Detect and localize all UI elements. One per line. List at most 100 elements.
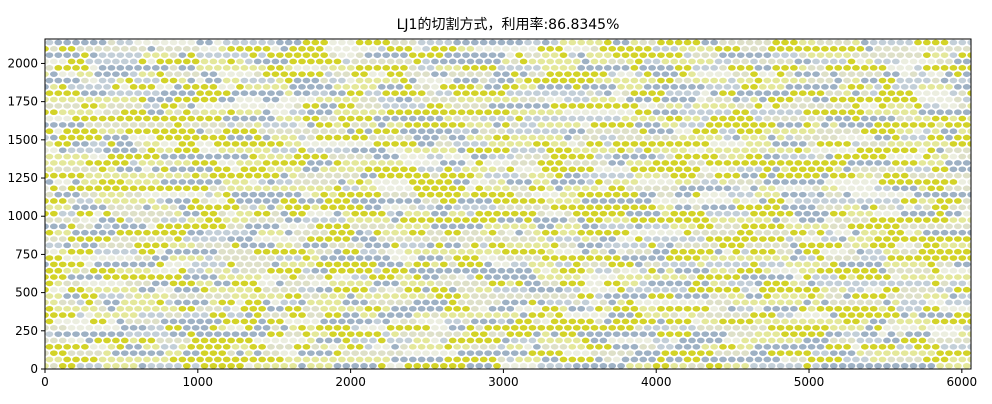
cut-piece-mark <box>630 103 639 109</box>
cut-piece-mark <box>200 363 209 369</box>
cut-piece-mark <box>377 236 386 242</box>
cut-piece-mark <box>493 236 501 242</box>
cut-piece-mark <box>289 274 298 280</box>
cut-piece-mark <box>546 324 555 331</box>
cut-piece-mark <box>165 172 173 179</box>
cut-piece-mark <box>648 331 656 337</box>
cut-piece-mark <box>936 286 944 293</box>
cut-piece-mark <box>781 280 789 287</box>
cut-piece-mark <box>165 286 173 293</box>
cut-piece-mark <box>231 305 240 312</box>
cut-piece-mark <box>391 267 399 274</box>
cut-piece-mark <box>812 312 820 318</box>
cut-piece-mark <box>519 109 528 116</box>
cut-piece-mark <box>275 166 284 173</box>
cut-piece-mark <box>865 185 874 192</box>
cut-piece-mark <box>829 160 838 166</box>
cut-piece-mark <box>843 318 851 325</box>
cut-piece-mark <box>821 185 829 192</box>
cut-piece-mark <box>103 363 111 369</box>
cut-piece-mark <box>745 356 754 363</box>
cut-piece-mark <box>138 312 147 318</box>
cut-piece-mark <box>874 324 882 331</box>
cut-piece-mark <box>865 350 874 356</box>
cut-piece-mark <box>528 84 537 90</box>
cut-piece-mark <box>657 77 665 84</box>
cut-piece-mark <box>346 77 355 84</box>
cut-piece-mark <box>643 312 652 318</box>
cut-piece-mark <box>227 261 235 268</box>
cut-piece-mark <box>745 128 754 135</box>
cut-piece-mark <box>462 141 470 147</box>
cut-piece-mark <box>794 134 803 141</box>
cut-piece-mark <box>289 84 298 90</box>
cut-piece-mark <box>772 128 781 135</box>
cut-piece-mark <box>510 236 519 242</box>
cut-piece-mark <box>196 217 204 223</box>
cut-piece-mark <box>302 343 311 350</box>
cut-piece-mark <box>338 331 346 337</box>
cut-piece-mark <box>652 223 661 230</box>
cut-piece-mark <box>49 96 58 103</box>
cut-piece-mark <box>914 166 922 173</box>
cut-piece-mark <box>816 141 825 147</box>
cut-piece-mark <box>258 90 267 97</box>
cut-piece-mark <box>89 191 98 198</box>
cut-piece-mark <box>160 65 169 71</box>
cut-piece-mark <box>89 343 98 350</box>
cut-piece-mark <box>785 261 794 268</box>
cut-piece-mark <box>798 77 807 84</box>
cut-piece-mark <box>435 103 444 109</box>
cut-piece-mark <box>391 153 399 160</box>
cut-piece-mark <box>320 305 329 312</box>
cut-piece-mark <box>112 160 120 166</box>
cut-piece-mark <box>329 356 337 363</box>
cut-piece-mark <box>515 229 524 236</box>
cut-piece-mark <box>603 217 612 223</box>
cut-piece-mark <box>834 153 843 160</box>
cut-piece-mark <box>555 248 563 255</box>
cut-piece-mark <box>293 318 302 325</box>
cut-piece-mark <box>555 109 563 116</box>
cut-piece-mark <box>945 109 953 116</box>
cut-piece-mark <box>918 147 927 154</box>
cut-piece-mark <box>72 153 80 160</box>
cut-piece-mark <box>382 305 391 312</box>
cut-piece-mark <box>719 305 727 312</box>
cut-piece-mark <box>515 255 524 261</box>
cut-piece-mark <box>750 210 758 217</box>
cut-piece-mark <box>661 350 670 356</box>
cut-piece-mark <box>45 128 54 135</box>
cut-piece-mark <box>470 331 479 337</box>
cut-piece-mark <box>103 96 111 103</box>
cut-piece-mark <box>506 331 515 337</box>
cut-piece-mark <box>275 229 284 236</box>
cut-piece-mark <box>772 90 781 97</box>
cut-piece-mark <box>652 185 661 192</box>
cut-piece-mark <box>98 217 107 223</box>
cut-piece-mark <box>351 96 360 103</box>
cut-piece-mark <box>444 343 453 350</box>
cut-piece-mark <box>838 210 847 217</box>
cut-piece-mark <box>874 84 882 90</box>
cut-piece-mark <box>462 179 470 185</box>
cut-piece-mark <box>200 223 209 230</box>
cut-piece-mark <box>781 128 789 135</box>
cut-piece-mark <box>705 84 714 90</box>
cut-piece-mark <box>657 153 665 160</box>
cut-piece-mark <box>484 210 493 217</box>
cut-piece-mark <box>98 356 107 363</box>
cut-piece-mark <box>741 147 750 154</box>
cut-piece-mark <box>962 122 971 128</box>
cut-piece-mark <box>683 115 692 122</box>
cut-piece-mark <box>54 318 63 325</box>
cut-piece-mark <box>457 363 466 369</box>
cut-piece-mark <box>439 122 448 128</box>
cut-piece-mark <box>852 166 860 173</box>
cut-piece-mark <box>125 65 134 71</box>
cut-piece-mark <box>213 153 222 160</box>
cut-piece-mark <box>719 229 727 236</box>
cut-piece-mark <box>249 77 258 84</box>
cut-piece-mark <box>151 217 160 223</box>
cut-piece-mark <box>315 236 324 242</box>
